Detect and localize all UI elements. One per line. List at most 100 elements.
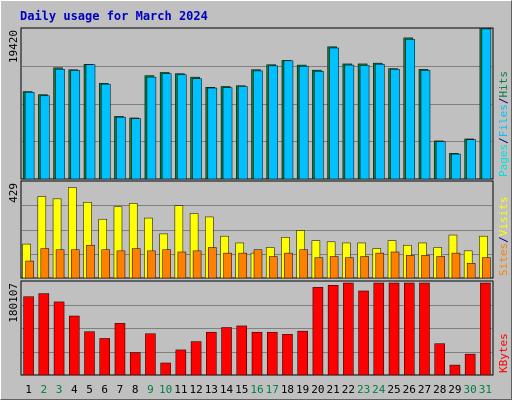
bar-sites — [192, 250, 202, 279]
side-legend: KBytes — [497, 333, 510, 373]
bar-files — [268, 65, 278, 180]
x-tick-label: 22 — [342, 383, 355, 396]
bar-files — [390, 69, 400, 180]
bar-kbytes — [464, 353, 476, 376]
bar-files — [161, 73, 172, 180]
bar-sites — [86, 244, 95, 279]
bar-files — [420, 70, 431, 180]
x-tick-label: 25 — [387, 383, 400, 396]
bar-sites — [177, 251, 187, 279]
bar-sites — [466, 263, 476, 279]
bar-files — [253, 70, 263, 180]
bar-kbytes — [297, 330, 308, 376]
bar-sites — [345, 257, 354, 279]
bar-files — [146, 76, 157, 180]
panel-kbytes: 180107 KBytes — [7, 280, 510, 376]
bar-files — [405, 39, 416, 180]
bar-sites — [299, 249, 308, 279]
x-tick-label: 12 — [189, 383, 202, 396]
bar-files — [177, 74, 187, 180]
bar-kbytes — [388, 282, 400, 376]
bar-sites — [208, 247, 217, 279]
bar-files — [85, 64, 96, 180]
bar-sites — [375, 252, 385, 279]
bar-sites — [314, 257, 324, 279]
side-legend: Sites/Visits — [497, 197, 510, 277]
bar-files — [359, 65, 370, 180]
x-tick-label: 23 — [357, 383, 370, 396]
bar-files — [451, 153, 461, 180]
x-tick-label: 5 — [86, 383, 93, 396]
bar-kbytes — [175, 349, 187, 376]
x-tick-label: 13 — [205, 383, 218, 396]
chart-title: Daily usage for March 2024 — [20, 9, 208, 23]
bar-files — [466, 139, 476, 180]
x-tick-label: 24 — [372, 383, 386, 396]
bar-kbytes — [358, 290, 369, 376]
bar-files — [329, 47, 339, 180]
x-tick-label: 31 — [479, 383, 492, 396]
legend-separator: / — [497, 98, 510, 105]
bar-sites — [451, 252, 461, 279]
x-tick-label: 17 — [266, 383, 279, 396]
x-tick-label: 3 — [56, 383, 63, 396]
bar-kbytes — [84, 331, 95, 376]
bar-sites — [482, 257, 491, 279]
bar-kbytes — [206, 331, 217, 376]
bar-sites — [101, 249, 110, 279]
bar-sites — [421, 255, 430, 279]
bar-kbytes — [38, 293, 50, 376]
bar-files — [116, 116, 126, 180]
x-tick-label: 9 — [147, 383, 154, 396]
x-tick-label: 14 — [220, 383, 234, 396]
bar-files — [314, 71, 324, 180]
panel-visits-sites: 429 Sites/Visits — [7, 180, 510, 279]
bar-kbytes — [282, 334, 293, 376]
bar-sites — [436, 256, 445, 279]
bar-sites — [162, 249, 171, 279]
bar-kbytes — [251, 331, 263, 376]
bar-kbytes — [236, 325, 248, 376]
bar-files — [207, 87, 218, 180]
legend-separator: / — [497, 236, 510, 243]
x-tick-label: 21 — [327, 383, 340, 396]
bar-kbytes — [373, 282, 385, 376]
x-tick-label: 7 — [117, 383, 124, 396]
bar-files — [344, 64, 355, 180]
bar-files — [131, 118, 141, 180]
bar-kbytes — [69, 315, 80, 376]
axis-max-label: 429 — [7, 183, 20, 203]
bar-files — [100, 83, 111, 180]
x-tick-label: 10 — [159, 383, 172, 396]
legend-files: Files — [497, 104, 510, 137]
bar-sites — [25, 260, 34, 279]
legend-hits: Hits — [497, 71, 510, 98]
bar-kbytes — [419, 282, 430, 376]
bar-sites — [284, 252, 293, 279]
bar-files — [481, 28, 492, 180]
x-tick-label: 20 — [311, 383, 324, 396]
bar-kbytes — [145, 333, 156, 376]
x-tick-label: 27 — [418, 383, 431, 396]
bar-kbytes — [327, 284, 339, 376]
bar-sites — [238, 252, 248, 279]
bar-sites — [390, 251, 400, 279]
bar-files — [435, 141, 446, 180]
bar-kbytes — [434, 343, 445, 376]
bar-sites — [40, 248, 50, 279]
x-tick-label: 16 — [250, 383, 263, 396]
bar-files — [283, 60, 294, 180]
x-tick-label: 6 — [101, 383, 108, 396]
bar-files — [238, 86, 248, 180]
x-tick-label: 15 — [235, 383, 248, 396]
x-tick-label: 26 — [403, 383, 416, 396]
bar-kbytes — [480, 282, 491, 376]
axis-max-label: 19420 — [7, 30, 20, 63]
bar-kbytes — [312, 287, 324, 376]
x-tick-label: 18 — [281, 383, 294, 396]
bar-files — [375, 64, 385, 180]
bar-kbytes — [53, 301, 65, 376]
x-tick-label: 2 — [41, 383, 48, 396]
